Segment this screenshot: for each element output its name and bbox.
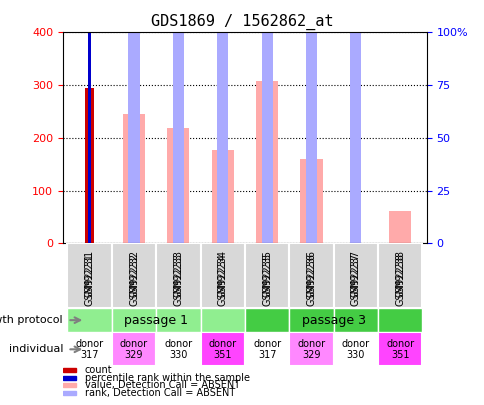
- FancyBboxPatch shape: [377, 333, 422, 366]
- FancyBboxPatch shape: [112, 243, 156, 308]
- Bar: [63, 391, 76, 395]
- Text: count: count: [85, 365, 112, 375]
- Bar: [217, 0, 228, 243]
- Text: GSM92233: GSM92233: [173, 253, 183, 306]
- Text: donor
330: donor 330: [164, 339, 192, 360]
- FancyBboxPatch shape: [156, 333, 200, 366]
- Text: GSM92231: GSM92231: [85, 253, 94, 306]
- Bar: [63, 368, 76, 372]
- Text: GSM92232: GSM92232: [129, 253, 139, 306]
- Bar: [128, 0, 139, 243]
- FancyBboxPatch shape: [288, 333, 333, 366]
- Text: GSM92237: GSM92237: [350, 250, 360, 297]
- FancyBboxPatch shape: [333, 308, 377, 333]
- Text: GDS1869 / 1562862_at: GDS1869 / 1562862_at: [151, 14, 333, 30]
- Text: donor
351: donor 351: [208, 339, 236, 360]
- FancyBboxPatch shape: [156, 243, 200, 308]
- Text: value, Detection Call = ABSENT: value, Detection Call = ABSENT: [85, 380, 240, 390]
- Text: donor
317: donor 317: [76, 339, 104, 360]
- Text: GSM92231: GSM92231: [85, 250, 94, 297]
- FancyBboxPatch shape: [333, 243, 377, 308]
- Bar: [300, 159, 322, 243]
- Text: individual: individual: [9, 344, 63, 354]
- Bar: [211, 149, 233, 243]
- FancyBboxPatch shape: [333, 333, 377, 366]
- Bar: [63, 376, 76, 379]
- Text: percentile rank within the sample: percentile rank within the sample: [85, 373, 249, 383]
- FancyBboxPatch shape: [112, 308, 156, 333]
- Text: passage 1: passage 1: [124, 313, 188, 327]
- Text: donor
329: donor 329: [120, 339, 148, 360]
- Text: donor
317: donor 317: [253, 339, 281, 360]
- Text: donor
330: donor 330: [341, 339, 369, 360]
- FancyBboxPatch shape: [200, 333, 244, 366]
- FancyBboxPatch shape: [377, 243, 422, 308]
- FancyBboxPatch shape: [67, 243, 112, 308]
- Bar: [256, 81, 278, 243]
- Text: GSM92235: GSM92235: [261, 250, 272, 297]
- FancyBboxPatch shape: [112, 333, 156, 366]
- Text: GSM92232: GSM92232: [129, 250, 139, 297]
- FancyBboxPatch shape: [67, 308, 112, 333]
- FancyBboxPatch shape: [200, 308, 244, 333]
- Bar: [349, 26, 361, 243]
- Text: GSM92237: GSM92237: [350, 253, 360, 306]
- Text: GSM92233: GSM92233: [173, 250, 183, 297]
- Text: GSM92235: GSM92235: [261, 253, 272, 306]
- FancyBboxPatch shape: [200, 243, 244, 308]
- Text: GSM92238: GSM92238: [394, 250, 404, 297]
- FancyBboxPatch shape: [377, 308, 422, 333]
- FancyBboxPatch shape: [244, 243, 288, 308]
- Text: GSM92236: GSM92236: [306, 250, 316, 297]
- FancyBboxPatch shape: [244, 308, 288, 333]
- Text: donor
351: donor 351: [385, 339, 413, 360]
- FancyBboxPatch shape: [156, 308, 200, 333]
- Text: growth protocol: growth protocol: [0, 315, 63, 325]
- Bar: [88, 0, 91, 243]
- Text: GSM92234: GSM92234: [217, 250, 227, 297]
- Text: rank, Detection Call = ABSENT: rank, Detection Call = ABSENT: [85, 388, 235, 398]
- FancyBboxPatch shape: [288, 308, 333, 333]
- Text: GSM92238: GSM92238: [394, 253, 404, 306]
- Bar: [305, 0, 317, 243]
- FancyBboxPatch shape: [288, 243, 333, 308]
- Bar: [63, 384, 76, 387]
- Bar: [122, 114, 145, 243]
- Bar: [261, 0, 272, 243]
- Text: passage 3: passage 3: [301, 313, 365, 327]
- Bar: [85, 88, 94, 243]
- Bar: [388, 211, 410, 243]
- FancyBboxPatch shape: [67, 333, 112, 366]
- Text: GSM92236: GSM92236: [306, 253, 316, 306]
- Bar: [172, 0, 183, 243]
- Text: GSM92234: GSM92234: [217, 253, 227, 306]
- Text: donor
329: donor 329: [297, 339, 325, 360]
- Bar: [167, 128, 189, 243]
- FancyBboxPatch shape: [244, 333, 288, 366]
